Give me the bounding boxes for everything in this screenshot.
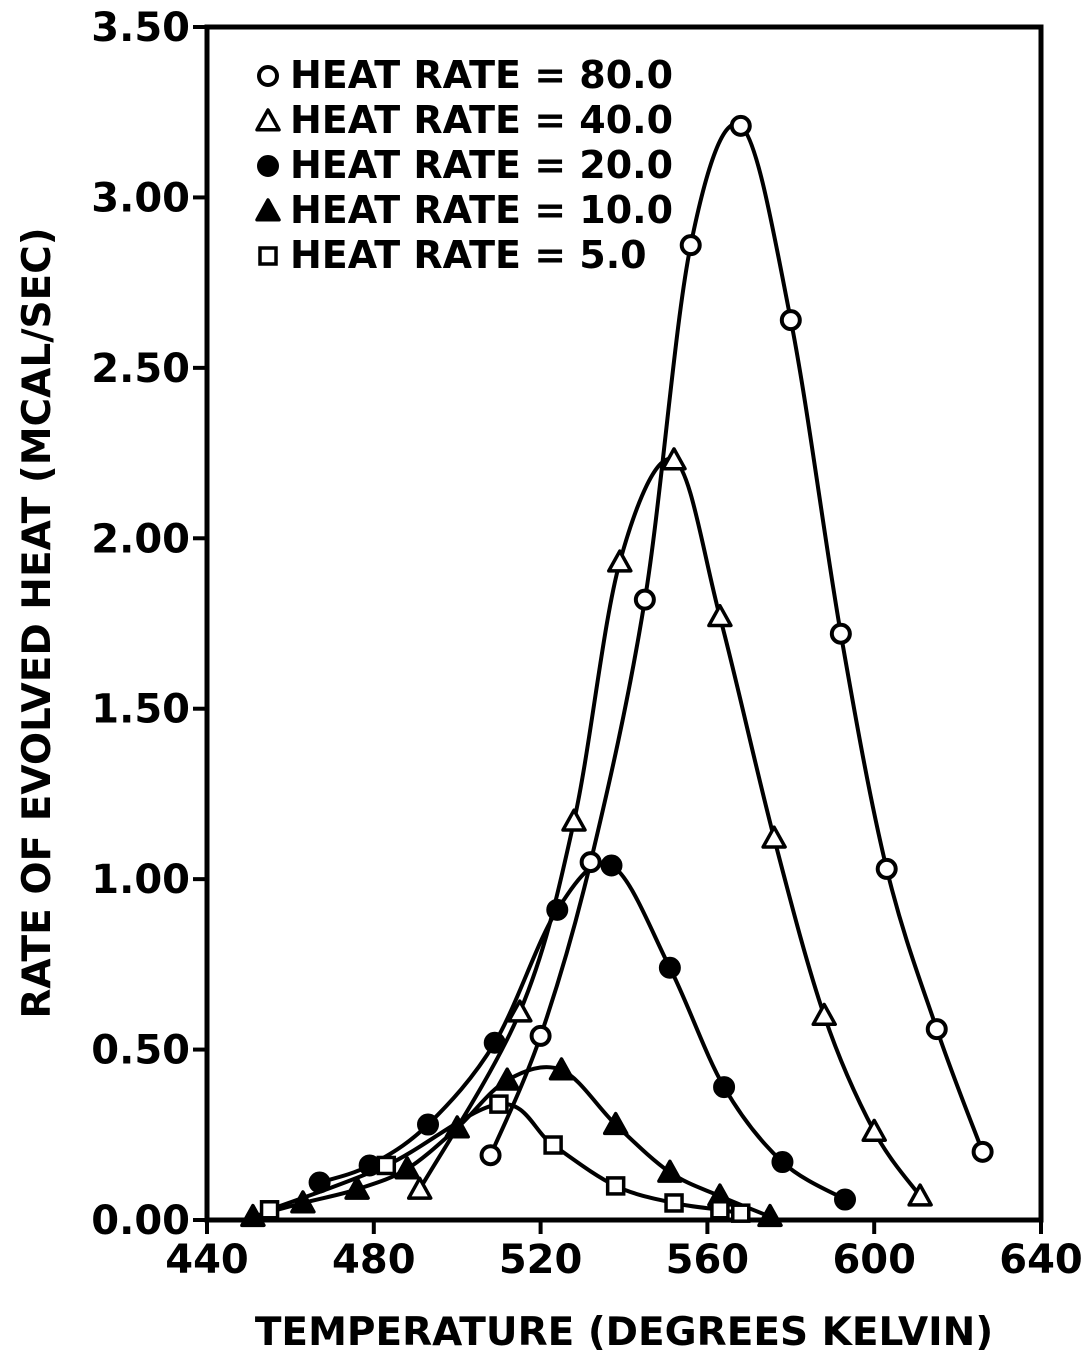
legend-label: HEAT RATE = 80.0: [290, 53, 673, 97]
x-tick-label: 440: [165, 1237, 249, 1283]
y-tick-label: 3.00: [91, 175, 190, 221]
legend-marker: [255, 198, 281, 222]
legend-marker: [257, 65, 279, 87]
legend-marker: [255, 108, 281, 132]
data-point-series-1: [761, 825, 787, 849]
data-point-series-3: [757, 1203, 783, 1228]
series-line-1: [417, 456, 923, 1199]
data-point-series-3: [494, 1067, 520, 1091]
data-point-series-3: [344, 1176, 370, 1200]
data-point-series-0: [925, 1018, 948, 1041]
data-point-series-0: [875, 857, 898, 880]
data-point-series-2: [834, 1188, 857, 1211]
x-tick-label: 560: [666, 1237, 750, 1283]
data-point-series-3: [444, 1115, 470, 1139]
y-tick-label: 2.50: [91, 346, 190, 392]
data-point-series-0: [529, 1024, 552, 1047]
data-point-series-0: [633, 588, 656, 611]
data-point-series-4: [605, 1176, 626, 1196]
data-point-series-3: [290, 1190, 316, 1214]
data-point-series-1: [811, 1002, 837, 1027]
data-point-series-0: [729, 114, 752, 137]
data-point-series-2: [546, 898, 569, 921]
x-tick-label: 600: [832, 1237, 916, 1283]
data-point-series-1: [406, 1176, 433, 1200]
x-axis-title: TEMPERATURE (DEGREES KELVIN): [255, 1310, 993, 1355]
data-point-series-3: [240, 1203, 266, 1228]
data-point-series-2: [600, 854, 623, 877]
legend-marker: [257, 155, 279, 177]
y-axis-title: RATE OF EVOLVED HEAT (MCAL/SEC): [15, 227, 60, 1018]
plot-frame: [204, 24, 1044, 1223]
data-point-series-1: [507, 999, 533, 1023]
y-tick-label: 0.50: [91, 1028, 190, 1074]
data-point-series-0: [479, 1144, 502, 1167]
data-point-series-0: [679, 234, 702, 257]
data-point-series-0: [829, 622, 852, 645]
y-tick-label: 3.50: [91, 5, 190, 51]
legend-label: HEAT RATE = 20.0: [290, 143, 673, 187]
data-point-series-2: [308, 1171, 331, 1194]
data-point-series-4: [664, 1193, 684, 1213]
data-point-series-4: [543, 1135, 563, 1155]
series-markers: [240, 114, 994, 1228]
data-point-series-2: [483, 1031, 506, 1054]
legend-marker: [258, 246, 278, 266]
data-point-series-4: [376, 1155, 397, 1176]
series-curves: [250, 122, 985, 1219]
data-point-series-4: [710, 1200, 730, 1220]
y-tick-label: 1.00: [91, 857, 190, 903]
data-point-series-2: [771, 1151, 794, 1174]
data-point-series-3: [548, 1057, 575, 1081]
data-point-series-1: [907, 1183, 933, 1207]
data-point-series-1: [661, 447, 687, 471]
y-tick-label: 0.00: [91, 1198, 190, 1244]
data-point-series-4: [731, 1203, 751, 1223]
y-axis: 0.00 0.50 1.00 1.50 2.00 2.50 3.00 3.50: [91, 5, 207, 1244]
data-point-series-3: [657, 1159, 683, 1183]
data-point-series-4: [259, 1200, 280, 1220]
x-tick-label: 480: [332, 1237, 416, 1283]
series-line-2: [317, 861, 847, 1202]
legend-label: HEAT RATE = 10.0: [290, 188, 673, 232]
data-point-series-2: [417, 1113, 440, 1136]
data-point-series-3: [602, 1111, 629, 1136]
data-point-series-3: [394, 1156, 420, 1180]
data-point-series-1: [707, 603, 733, 628]
data-point-series-1: [861, 1118, 887, 1142]
data-point-series-1: [607, 549, 633, 573]
data-point-series-2: [713, 1076, 736, 1099]
data-point-series-0: [579, 851, 602, 874]
legend-label: HEAT RATE = 5.0: [290, 233, 647, 277]
data-point-series-0: [971, 1140, 994, 1163]
data-point-series-0: [779, 309, 802, 332]
series-line-0: [488, 122, 985, 1158]
data-point-series-1: [561, 808, 587, 832]
y-tick-label: 1.50: [91, 687, 190, 733]
y-tick-label: 2.00: [91, 516, 190, 562]
legend-label: HEAT RATE = 40.0: [290, 98, 673, 142]
x-tick-label: 520: [499, 1237, 583, 1283]
data-point-series-2: [658, 956, 681, 979]
x-tick-label: 640: [999, 1237, 1083, 1283]
x-axis: 440 480 520 560 600 640: [165, 1220, 1083, 1283]
data-point-series-4: [489, 1094, 509, 1114]
